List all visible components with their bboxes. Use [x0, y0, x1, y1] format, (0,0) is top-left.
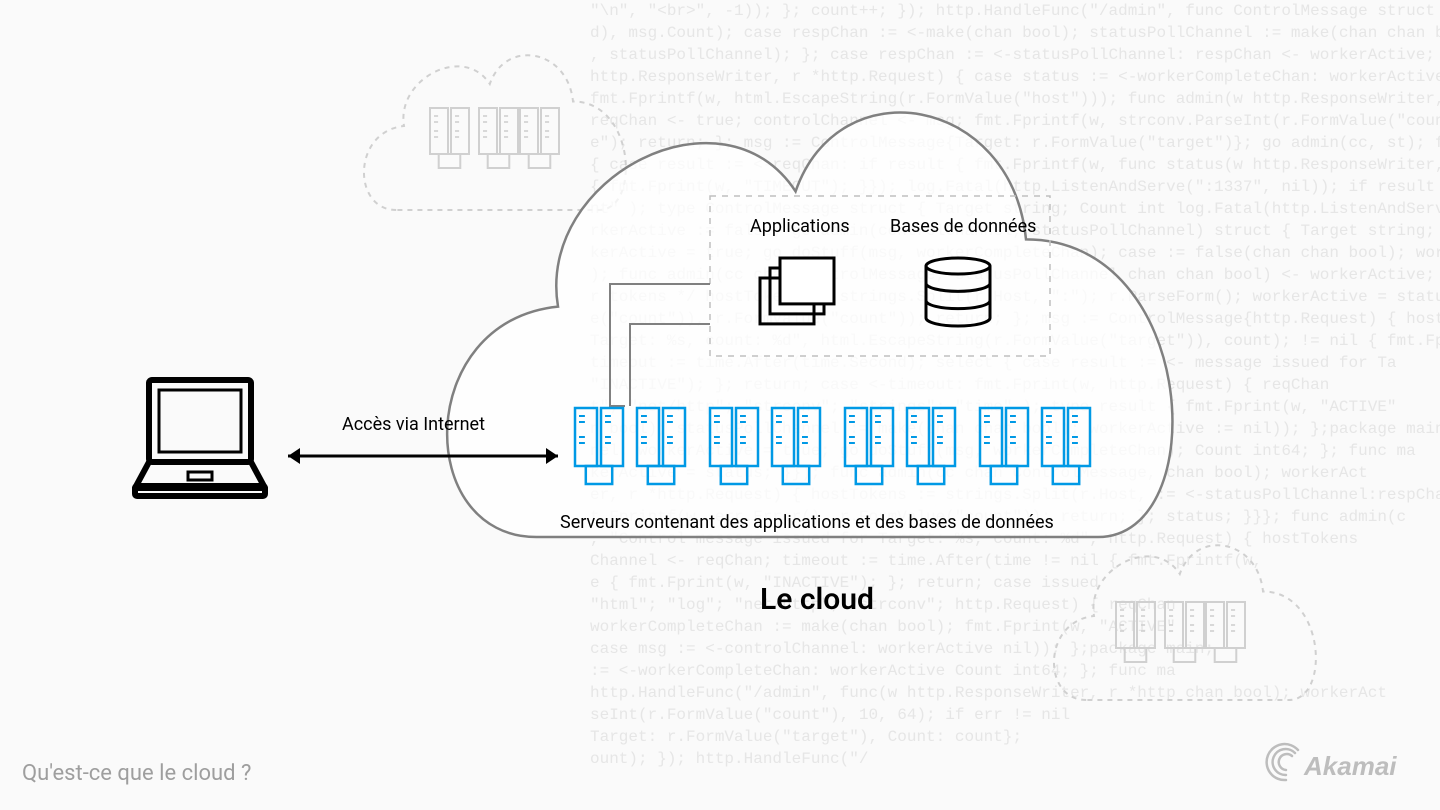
servers-caption: Serveurs contenant des applications et d…	[560, 512, 1054, 533]
brand-text: Akamai	[1303, 751, 1397, 781]
cloud-diagram	[0, 0, 1440, 810]
access-label: Accès via Internet	[342, 414, 485, 435]
footer-question: Qu'est-ce que le cloud ?	[22, 761, 251, 786]
databases-label: Bases de données	[890, 216, 1036, 237]
applications-label: Applications	[750, 216, 850, 237]
brand-logo: Akamai	[1264, 742, 1414, 790]
diagram-title: Le cloud	[760, 582, 874, 617]
